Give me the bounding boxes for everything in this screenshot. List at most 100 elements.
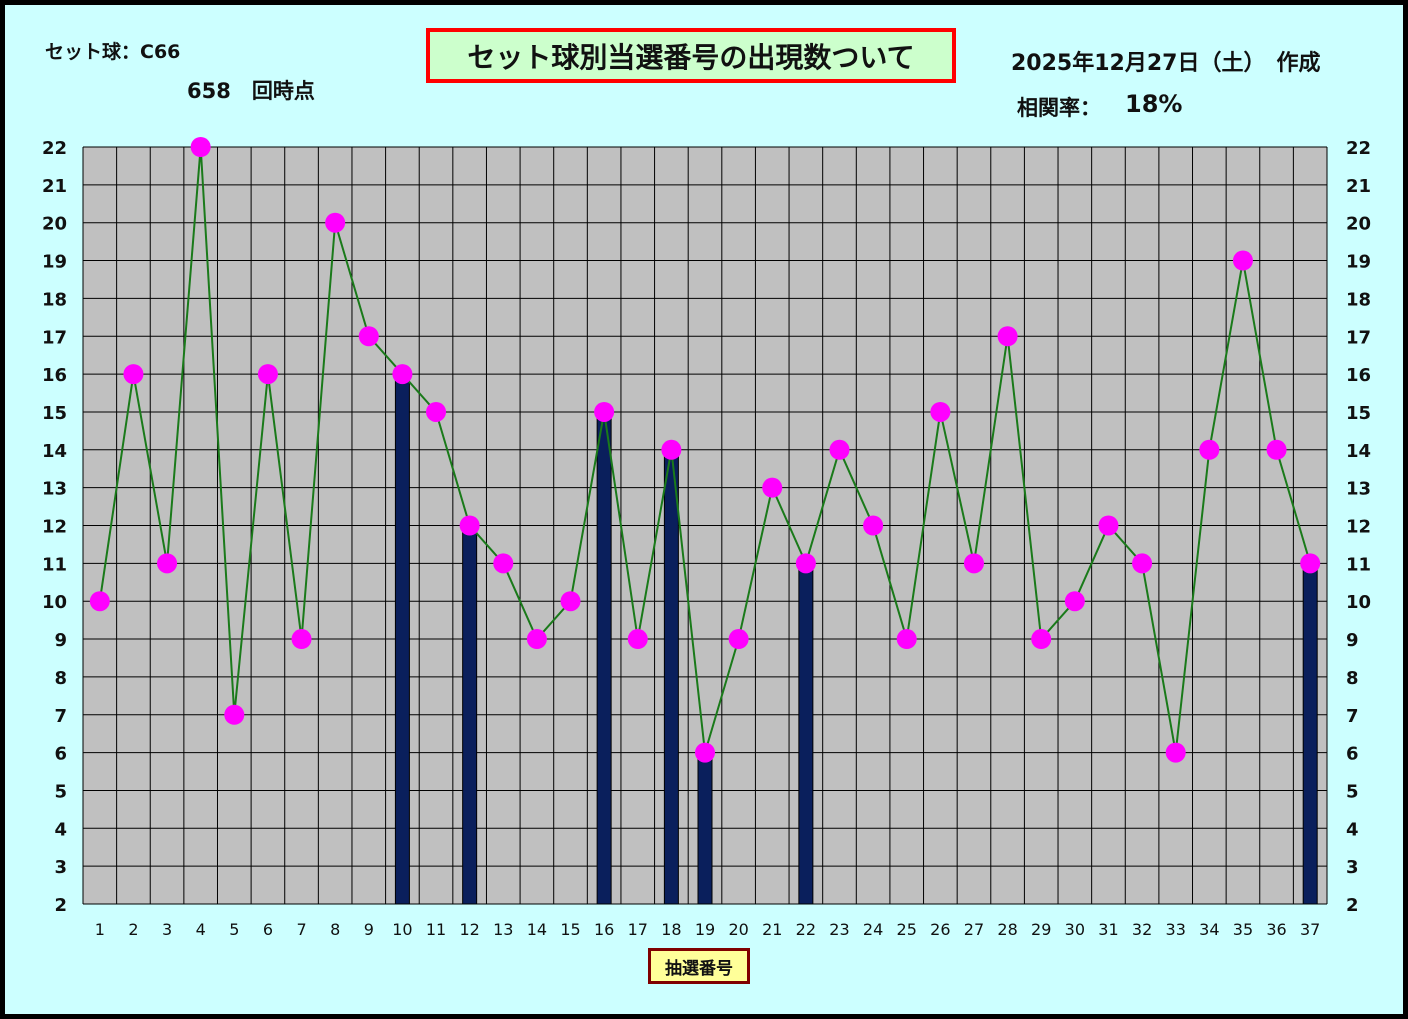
x-tick-label: 5 [229,920,239,939]
y-tick-label-left: 5 [54,781,67,802]
point-21 [762,477,783,498]
y-tick-label-left: 10 [42,592,67,613]
bar-19 [697,752,713,905]
x-tick-label: 18 [661,920,681,939]
x-tick-label: 19 [695,920,715,939]
x-tick-label: 32 [1132,920,1152,939]
x-tick-label: 25 [897,920,917,939]
x-tick-label: 31 [1098,920,1118,939]
y-tick-label-right: 7 [1346,706,1359,727]
point-11 [426,401,447,422]
point-35 [1232,250,1253,271]
x-tick-label: 30 [1065,920,1085,939]
point-4 [190,137,211,157]
point-16 [594,401,615,422]
point-1 [89,591,110,612]
point-13 [493,553,514,574]
y-tick-label-right: 2 [1346,895,1359,916]
x-tick-label: 10 [392,920,412,939]
chart-frame: セット球：C66 658 回時点 セット球別当選番号の出現数ついて 2025年1… [5,5,1403,1014]
y-tick-label-left: 2 [54,895,67,916]
bar-10 [394,373,410,905]
created-date: 2025年12月27日（土） 作成 [1011,51,1321,76]
x-tick-label: 26 [930,920,950,939]
x-tick-label: 8 [330,920,340,939]
y-tick-label-left: 7 [54,706,67,727]
y-tick-label-right: 11 [1346,554,1371,575]
y-tick-label-left: 19 [42,252,67,273]
x-tick-label: 12 [459,920,479,939]
x-tick-label: 4 [196,920,206,939]
x-tick-label: 33 [1166,920,1186,939]
point-31 [1098,515,1119,536]
y-tick-label-left: 13 [42,479,67,500]
chart-svg: 2345678910111213141516171819202122234567… [42,137,1371,939]
x-tick-label: 21 [762,920,782,939]
point-14 [526,629,547,650]
point-24 [863,515,884,536]
y-tick-label-right: 8 [1346,668,1359,689]
x-tick-label: 28 [997,920,1017,939]
x-tick-label: 37 [1300,920,1320,939]
y-tick-label-left: 15 [42,403,67,424]
point-6 [257,364,278,385]
y-tick-label-right: 12 [1346,517,1371,538]
point-20 [728,629,749,650]
x-tick-label: 15 [560,920,580,939]
x-axis-label: 抽選番号 [665,958,733,979]
bar-12 [462,525,478,905]
y-tick-label-left: 17 [42,327,67,348]
chart-title-box: セット球別当選番号の出現数ついて [426,28,956,83]
x-tick-label: 9 [364,920,374,939]
x-tick-label: 17 [628,920,648,939]
point-18 [661,439,682,460]
point-34 [1199,439,1220,460]
point-27 [963,553,984,574]
y-tick-label-right: 4 [1346,819,1359,840]
draw-count-label: 658 回時点 [187,79,315,103]
correlation-label: 相関率： [1017,96,1101,120]
x-tick-label: 7 [296,920,306,939]
y-tick-label-right: 16 [1346,365,1371,386]
y-tick-label-left: 14 [42,441,67,462]
point-36 [1266,439,1287,460]
chart-title: セット球別当選番号の出現数ついて [467,40,915,74]
point-9 [358,326,379,347]
y-tick-label-right: 21 [1346,176,1371,197]
y-tick-label-right: 19 [1346,252,1371,273]
y-tick-label-right: 18 [1346,289,1371,310]
y-tick-label-left: 12 [42,517,67,538]
x-tick-label: 34 [1199,920,1219,939]
y-tick-label-left: 4 [54,819,67,840]
x-tick-label: 35 [1233,920,1253,939]
point-28 [997,326,1018,347]
y-tick-label-right: 15 [1346,403,1371,424]
point-10 [392,364,413,385]
x-tick-label: 23 [829,920,849,939]
point-32 [1132,553,1153,574]
point-22 [795,553,816,574]
correlation-value: 18% [1125,90,1183,118]
y-tick-label-right: 20 [1346,214,1371,235]
x-tick-label: 20 [728,920,748,939]
bar-37 [1302,562,1318,905]
y-tick-label-right: 14 [1346,441,1371,462]
y-tick-label-right: 9 [1346,630,1359,651]
y-tick-label-left: 18 [42,289,67,310]
point-30 [1064,591,1085,612]
point-29 [1031,629,1052,650]
y-tick-label-left: 6 [54,744,67,765]
x-tick-label: 13 [493,920,513,939]
point-5 [224,704,245,725]
point-26 [930,401,951,422]
x-tick-label: 27 [964,920,984,939]
y-tick-label-right: 6 [1346,744,1359,765]
point-19 [695,742,715,763]
point-33 [1165,742,1186,763]
x-tick-label: 11 [426,920,446,939]
x-tick-label: 36 [1266,920,1286,939]
x-tick-label: 6 [263,920,273,939]
point-25 [896,629,917,650]
x-tick-label: 3 [162,920,172,939]
x-tick-label: 2 [128,920,138,939]
